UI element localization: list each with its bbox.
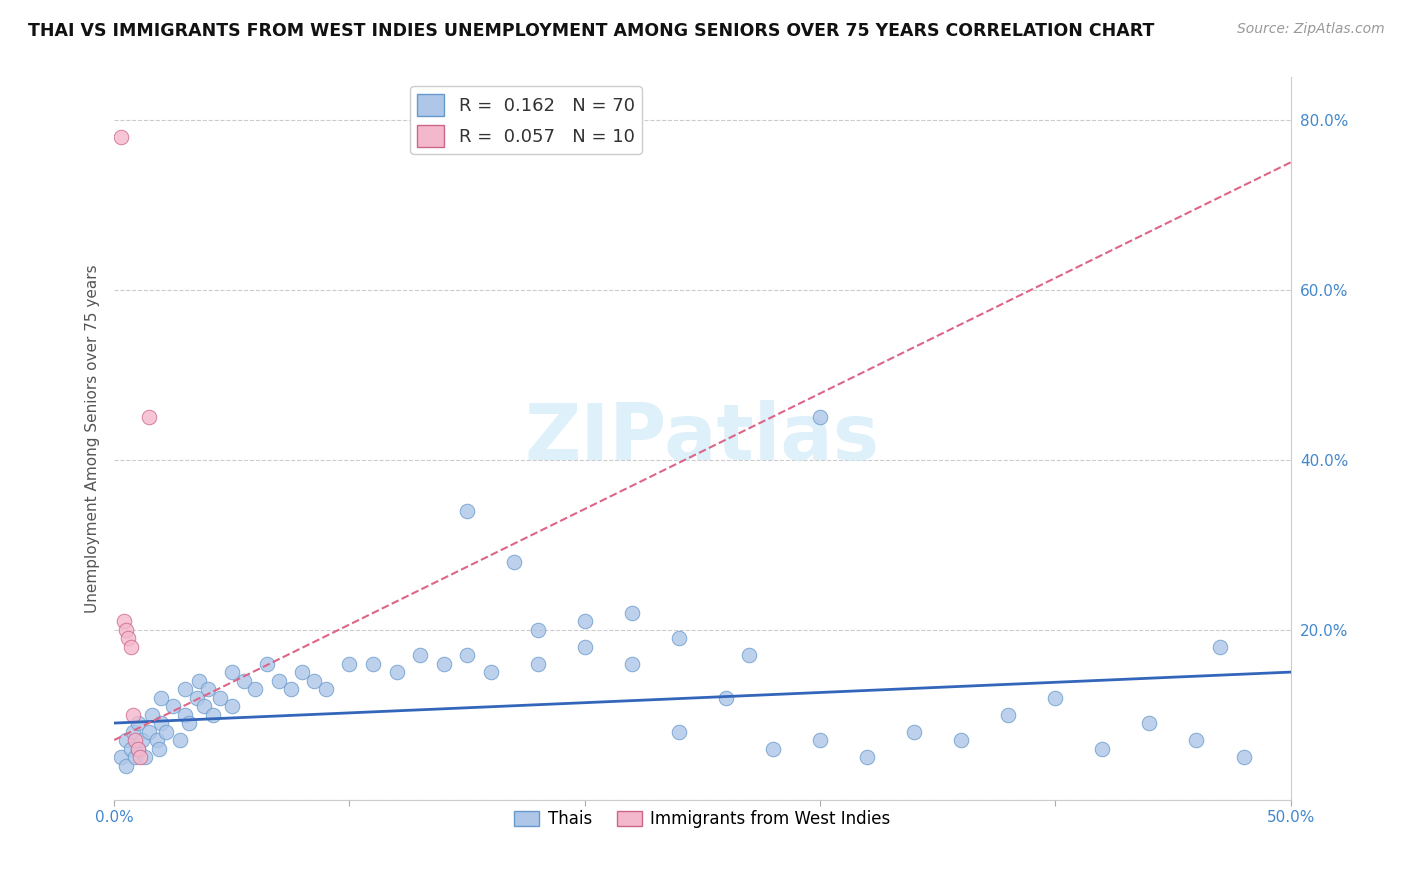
Point xyxy=(193,699,215,714)
Point xyxy=(245,682,267,697)
Point xyxy=(127,741,149,756)
Text: THAI VS IMMIGRANTS FROM WEST INDIES UNEMPLOYMENT AMONG SENIORS OVER 75 YEARS COR: THAI VS IMMIGRANTS FROM WEST INDIES UNEM… xyxy=(28,22,1154,40)
Point xyxy=(738,648,761,662)
Point xyxy=(903,724,925,739)
Point xyxy=(187,673,209,688)
Point xyxy=(1185,733,1208,747)
Point xyxy=(122,724,145,739)
Point xyxy=(127,741,149,756)
Point xyxy=(155,724,177,739)
Point xyxy=(131,733,153,747)
Point xyxy=(291,665,314,679)
Point xyxy=(620,606,643,620)
Point xyxy=(526,657,548,671)
Point xyxy=(209,690,232,705)
Point xyxy=(762,741,785,756)
Point xyxy=(1139,716,1161,731)
Point xyxy=(668,724,690,739)
Point xyxy=(145,733,167,747)
Point xyxy=(115,623,138,637)
Point xyxy=(110,750,132,764)
Point xyxy=(115,758,138,772)
Point xyxy=(124,750,146,764)
Point xyxy=(122,707,145,722)
Point xyxy=(361,657,384,671)
Point xyxy=(232,673,254,688)
Text: ZIPatlas: ZIPatlas xyxy=(524,401,880,476)
Text: Source: ZipAtlas.com: Source: ZipAtlas.com xyxy=(1237,22,1385,37)
Point xyxy=(148,741,170,756)
Point xyxy=(138,724,160,739)
Point xyxy=(808,410,831,425)
Point xyxy=(134,750,156,764)
Point xyxy=(127,716,149,731)
Point xyxy=(1209,640,1232,654)
Point xyxy=(150,690,173,705)
Point xyxy=(138,410,160,425)
Point xyxy=(141,707,163,722)
Point xyxy=(173,682,195,697)
Point xyxy=(120,741,142,756)
Point xyxy=(1045,690,1067,705)
Point xyxy=(385,665,408,679)
Point xyxy=(150,716,173,731)
Point xyxy=(280,682,302,697)
Point xyxy=(162,699,184,714)
Y-axis label: Unemployment Among Seniors over 75 years: Unemployment Among Seniors over 75 years xyxy=(86,264,100,613)
Point xyxy=(112,614,135,628)
Point xyxy=(197,682,219,697)
Point xyxy=(124,733,146,747)
Point xyxy=(620,657,643,671)
Point xyxy=(339,657,361,671)
Legend: Thais, Immigrants from West Indies: Thais, Immigrants from West Indies xyxy=(508,803,897,835)
Point xyxy=(714,690,737,705)
Point xyxy=(479,665,502,679)
Point xyxy=(221,699,243,714)
Point xyxy=(997,707,1019,722)
Point xyxy=(256,657,278,671)
Point xyxy=(221,665,243,679)
Point xyxy=(574,640,596,654)
Point xyxy=(856,750,879,764)
Point xyxy=(201,707,224,722)
Point xyxy=(456,504,478,518)
Point xyxy=(950,733,973,747)
Point xyxy=(808,733,831,747)
Point xyxy=(409,648,432,662)
Point xyxy=(179,716,201,731)
Point xyxy=(129,750,152,764)
Point xyxy=(432,657,454,671)
Point xyxy=(169,733,191,747)
Point xyxy=(115,733,138,747)
Point xyxy=(110,129,132,144)
Point xyxy=(574,614,596,628)
Point xyxy=(503,555,526,569)
Point xyxy=(302,673,325,688)
Point xyxy=(120,640,142,654)
Point xyxy=(315,682,337,697)
Point xyxy=(526,623,548,637)
Point xyxy=(668,631,690,645)
Point xyxy=(117,631,139,645)
Point xyxy=(173,707,195,722)
Point xyxy=(267,673,290,688)
Point xyxy=(1091,741,1114,756)
Point xyxy=(186,690,208,705)
Point xyxy=(1232,750,1254,764)
Point xyxy=(456,648,478,662)
